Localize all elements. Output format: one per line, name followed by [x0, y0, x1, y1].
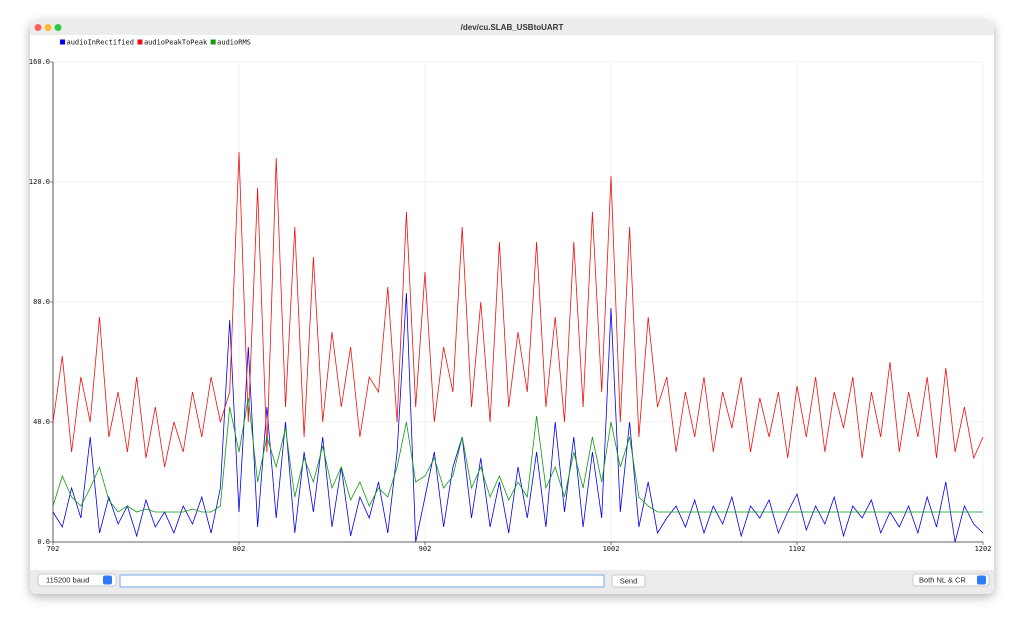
legend-swatch [60, 39, 65, 45]
y-tick-label: 0.0 [37, 538, 50, 546]
title-bar [30, 20, 994, 35]
series-line [52, 397, 983, 513]
legend-label: audioRMS [217, 39, 251, 47]
y-tick-label: 160.0 [29, 58, 50, 66]
send-label: Send [620, 576, 638, 585]
x-tick-label: 902 [419, 545, 432, 553]
x-tick-label: 802 [233, 545, 246, 553]
line-ending-select[interactable] [912, 573, 990, 587]
message-input[interactable] [119, 574, 605, 588]
x-tick-label: 1102 [789, 545, 806, 553]
send-button[interactable] [611, 574, 646, 588]
x-tick-label: 702 [47, 545, 60, 553]
baud-label: 115200 baud [46, 575, 89, 584]
minimize-button[interactable] [44, 24, 52, 31]
y-tick-label: 80.0 [33, 298, 50, 306]
legend-swatch [210, 39, 216, 45]
close-button[interactable] [34, 24, 42, 31]
line-ending-label: Both NL & CR [919, 575, 966, 584]
plot: 0.0 40.0 80.0 120.0 160.0 702 802 902 1002 1102 12… [29, 39, 992, 554]
series-line [52, 151, 984, 468]
y-tick-label: 120.0 [29, 178, 50, 186]
x-tick-label: 1202 [975, 545, 992, 553]
x-tick-label: 1002 [603, 545, 620, 553]
legend-label: audioPeakToPeak [144, 39, 208, 47]
series-line [52, 292, 984, 543]
select-arrow [977, 575, 986, 585]
legend-swatch [137, 39, 143, 45]
baud-select[interactable] [37, 573, 117, 587]
select-arrow [103, 575, 112, 585]
zoom-button[interactable] [54, 24, 62, 31]
window-title: /dev/cu.SLAB_USBtoUART [461, 23, 564, 32]
legend-label: audioInRectified [67, 39, 134, 47]
y-tick-label: 40.0 [33, 418, 50, 426]
